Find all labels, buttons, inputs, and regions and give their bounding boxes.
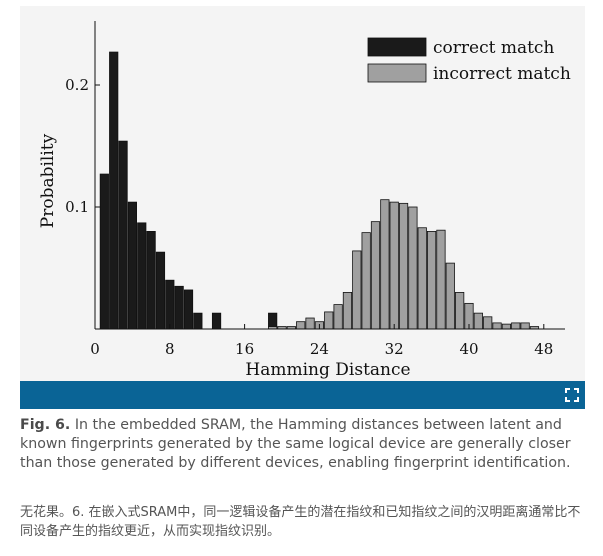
y-tick-label: 0.2 bbox=[65, 76, 89, 94]
x-axis-title: Hamming Distance bbox=[245, 360, 410, 380]
bar-incorrect-match bbox=[324, 311, 334, 330]
x-tick-label: 40 bbox=[459, 340, 478, 358]
bar-correct-match bbox=[146, 230, 156, 330]
bar-correct-match bbox=[183, 289, 194, 330]
legend-swatch-incorrect-match bbox=[367, 63, 427, 83]
bar-correct-match bbox=[118, 140, 128, 330]
caption-translation: 无花果。6. 在嵌入式SRAM中，同一逻辑设备产生的潜在指纹和已知指纹之间的汉明… bbox=[20, 505, 581, 539]
figure-toolbar bbox=[20, 381, 585, 409]
bar-correct-match bbox=[99, 173, 109, 330]
bar-incorrect-match bbox=[370, 221, 381, 330]
bar-incorrect-match bbox=[520, 322, 530, 330]
histogram-chart: 0 8 16 24 32 40 48 0.1 0.2 correct match incorrec… bbox=[38, 21, 571, 380]
bar-correct-match bbox=[155, 251, 166, 330]
y-tick-label: 0.1 bbox=[65, 198, 89, 216]
bar-incorrect-match bbox=[483, 316, 493, 330]
bar-correct-match bbox=[165, 279, 175, 330]
bar-incorrect-match bbox=[296, 321, 306, 330]
bar-correct-match bbox=[137, 222, 147, 330]
bar-incorrect-match bbox=[342, 291, 353, 330]
bar-incorrect-match bbox=[352, 250, 362, 330]
x-tick-label: 16 bbox=[235, 340, 254, 358]
bar-incorrect-match bbox=[511, 322, 521, 330]
figure-panel: 0 8 16 24 32 40 48 0.1 0.2 correct match incorrec… bbox=[20, 6, 585, 381]
bar-incorrect-match bbox=[398, 202, 409, 330]
bar-incorrect-match bbox=[445, 262, 455, 330]
bar-incorrect-match bbox=[333, 304, 343, 330]
bar-correct-match bbox=[109, 51, 119, 330]
bar-incorrect-match bbox=[492, 322, 502, 330]
figure-label: Fig. 6. bbox=[20, 417, 71, 433]
x-tick-label: 0 bbox=[90, 340, 100, 358]
bar-incorrect-match bbox=[361, 232, 371, 330]
x-tick-label: 24 bbox=[310, 340, 329, 358]
legend-label-incorrect-match: incorrect match bbox=[433, 64, 571, 84]
bar-incorrect-match bbox=[408, 206, 418, 330]
bar-incorrect-match bbox=[436, 229, 446, 330]
figure-caption: Fig. 6. In the embedded SRAM, the Hammin… bbox=[20, 416, 590, 473]
bar-incorrect-match bbox=[455, 291, 465, 330]
x-tick-label: 32 bbox=[385, 340, 404, 358]
bar-incorrect-match bbox=[305, 317, 315, 330]
bar-incorrect-match bbox=[426, 230, 437, 330]
bar-correct-match bbox=[127, 201, 137, 330]
y-axis-title: Probability bbox=[38, 133, 58, 228]
bar-correct-match bbox=[211, 312, 222, 330]
bar-incorrect-match bbox=[389, 201, 399, 330]
expand-icon[interactable] bbox=[565, 388, 579, 402]
bar-incorrect-match bbox=[473, 312, 483, 330]
bar-correct-match bbox=[174, 285, 184, 330]
bar-incorrect-match bbox=[417, 227, 427, 330]
legend-swatch-correct-match bbox=[367, 37, 427, 57]
x-tick-label: 48 bbox=[534, 340, 553, 358]
bar-incorrect-match bbox=[380, 199, 390, 330]
bar-correct-match bbox=[193, 312, 203, 330]
legend-label-correct-match: correct match bbox=[433, 38, 554, 58]
bar-incorrect-match bbox=[501, 323, 512, 330]
x-tick-label: 8 bbox=[165, 340, 175, 358]
caption-text: In the embedded SRAM, the Hamming distan… bbox=[20, 417, 571, 471]
